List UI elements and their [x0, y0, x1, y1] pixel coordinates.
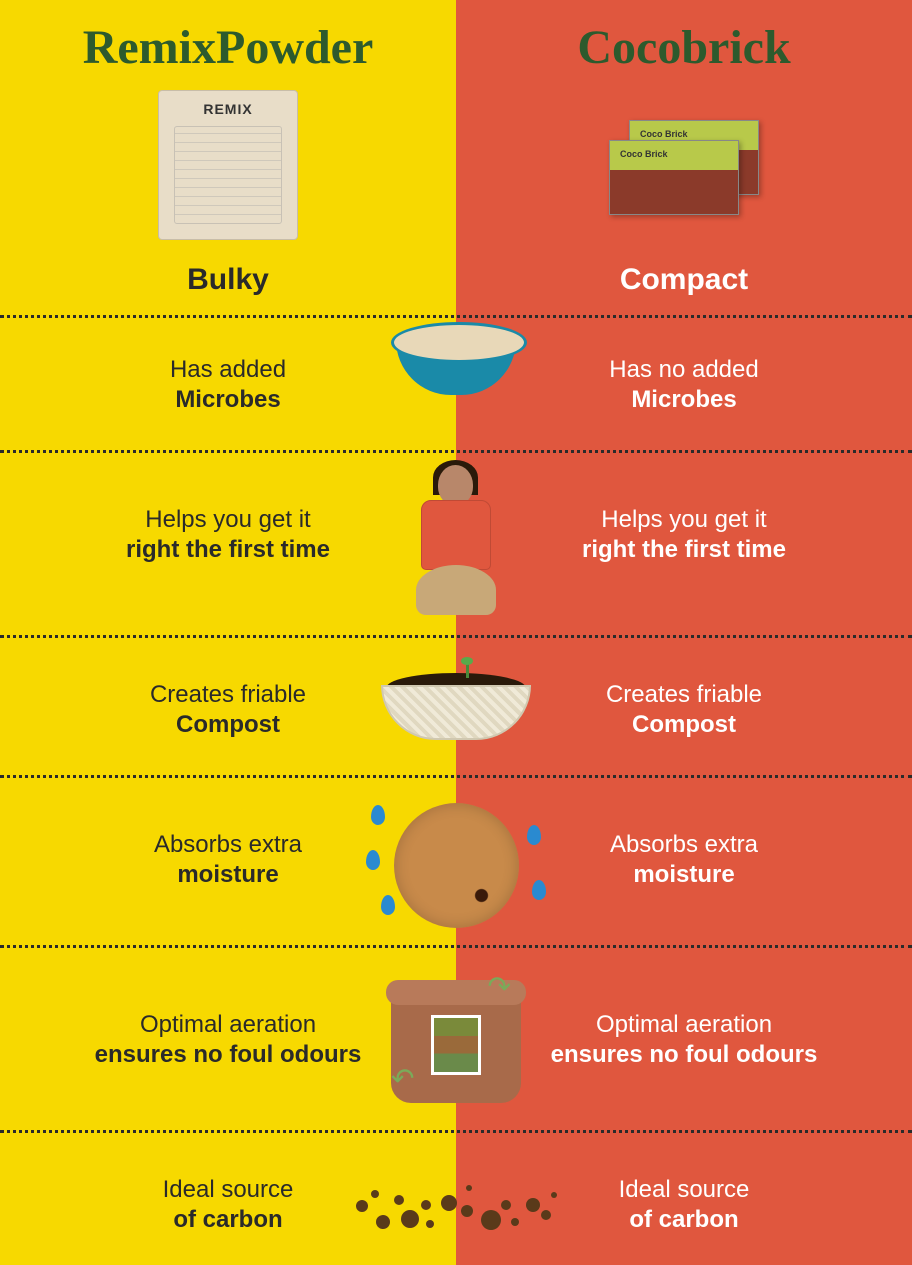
row-pre: Absorbs extra — [610, 831, 758, 858]
row-divider — [0, 315, 912, 318]
row-pre: Helps you get it — [601, 506, 766, 533]
row-bold: Compost — [632, 711, 736, 738]
right-row-text: Helps you get it right the first time — [456, 505, 912, 565]
left-row-text: Helps you get it right the first time — [0, 505, 456, 565]
row-bold: Microbes — [631, 386, 736, 413]
right-title: Cocobrick — [577, 20, 790, 80]
pot-aeration-icon: ↷ ↶ — [386, 975, 526, 1105]
row-bold: Compost — [176, 711, 280, 738]
right-headline: Compact — [620, 263, 748, 297]
row-pre: Creates friable — [606, 681, 762, 708]
row-pre: Optimal aeration — [596, 1011, 772, 1038]
row-pre: Optimal aeration — [140, 1011, 316, 1038]
row-bold: moisture — [633, 861, 734, 888]
row-bold: right the first time — [582, 536, 786, 563]
row-bold: of carbon — [173, 1206, 282, 1233]
person-icon — [396, 460, 516, 620]
moisture-cookie-icon — [366, 800, 546, 930]
row-divider — [0, 450, 912, 453]
left-headline: Bulky — [187, 263, 269, 297]
compost-basket-icon — [381, 665, 531, 740]
row-pre: Has no added — [609, 356, 758, 383]
row-bold: Microbes — [175, 386, 280, 413]
cocobrick-boxes-image: Coco Brick Coco Brick — [594, 85, 774, 245]
row-pre: Helps you get it — [145, 506, 310, 533]
row-pre: Absorbs extra — [154, 831, 302, 858]
left-row-text: Has added Microbes — [0, 355, 456, 415]
row-divider — [0, 1130, 912, 1133]
row-divider — [0, 945, 912, 948]
remix-bag-image — [138, 85, 318, 245]
row-bold: moisture — [177, 861, 278, 888]
row-divider — [0, 775, 912, 778]
left-title: RemixPowder — [83, 20, 374, 80]
row-pre: Has added — [170, 356, 286, 383]
row-pre: Creates friable — [150, 681, 306, 708]
right-row-text: Has no added Microbes — [456, 355, 912, 415]
carbon-dots-icon — [346, 1170, 566, 1240]
row-bold: ensures no foul odours — [551, 1041, 818, 1068]
row-pre: Ideal source — [619, 1176, 750, 1203]
row-bold: of carbon — [629, 1206, 738, 1233]
row-bold: right the first time — [126, 536, 330, 563]
bowl-icon — [391, 340, 521, 420]
row-divider — [0, 635, 912, 638]
row-pre: Ideal source — [163, 1176, 294, 1203]
row-bold: ensures no foul odours — [95, 1041, 362, 1068]
